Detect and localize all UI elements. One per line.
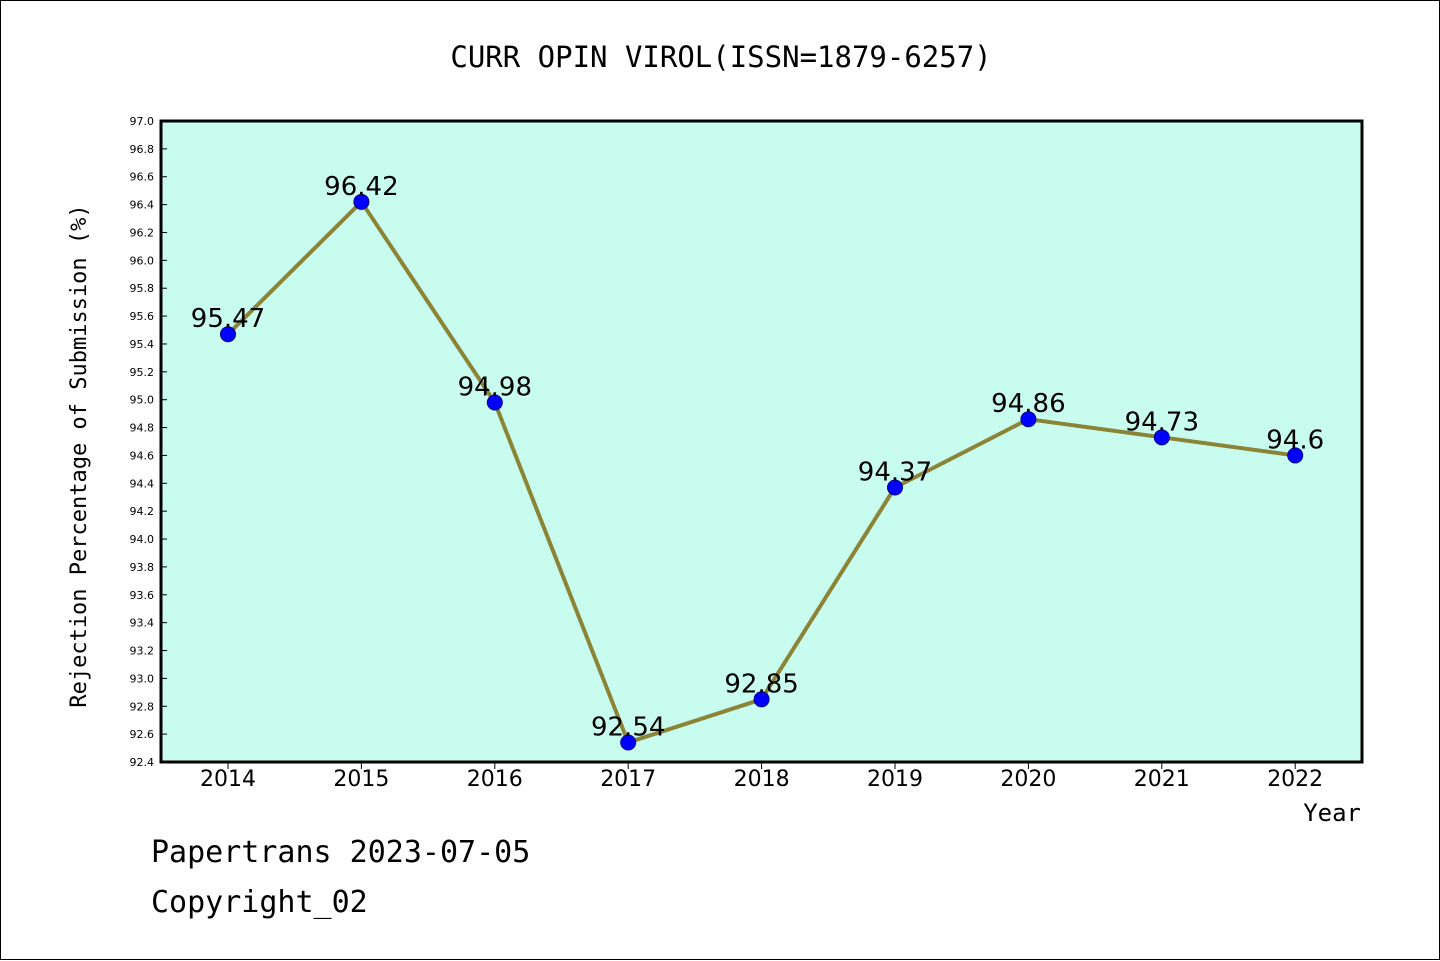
data-label: 96.42: [324, 172, 398, 202]
y-tick-label: 95.4: [130, 338, 155, 351]
x-tick-label: 2018: [734, 767, 790, 792]
x-tick-label: 2015: [333, 767, 389, 792]
y-tick-label: 95.6: [130, 310, 155, 323]
x-tick-label: 2021: [1134, 767, 1190, 792]
data-point: [220, 326, 236, 343]
y-tick-label: 94.4: [130, 477, 155, 490]
y-tick-label: 94.6: [130, 449, 155, 462]
data-label: 92.85: [724, 669, 798, 699]
y-tick-label: 96.6: [130, 171, 155, 184]
y-tick-label: 96.4: [130, 199, 155, 212]
data-label: 94.37: [858, 457, 932, 487]
data-label: 92.54: [591, 712, 665, 742]
data-label: 95.47: [191, 304, 265, 334]
data-point: [620, 734, 637, 751]
data-point: [486, 394, 503, 411]
y-tick-label: 92.6: [130, 728, 155, 741]
y-tick-label: 95.0: [130, 394, 155, 407]
data-point: [887, 479, 903, 496]
y-tick-label: 93.6: [130, 589, 155, 602]
y-tick-label: 94.8: [130, 422, 155, 435]
y-tick-label: 96.8: [130, 143, 155, 156]
x-tick-label: 2016: [467, 767, 523, 792]
y-tick-label: 92.4: [130, 756, 155, 769]
x-tick-label: 2019: [867, 767, 923, 792]
data-label: 94.6: [1266, 425, 1324, 455]
x-tick-label: 2014: [200, 767, 256, 792]
y-tick-label: 96.0: [130, 254, 155, 267]
ticks-layer: 92.4 92.6 92.8 93.0 93.2 93.4 93.6 93.8 94.0 94.2…: [130, 115, 1324, 792]
data-label: 94.98: [458, 372, 532, 402]
x-tick-label: 2020: [1000, 767, 1056, 792]
data-label: 94.73: [1125, 407, 1199, 437]
y-tick-label: 94.0: [130, 533, 155, 546]
footer-copyright: Copyright_02: [151, 885, 368, 920]
y-axis-label: Rejection Percentage of Submission (%): [67, 204, 92, 707]
y-tick-label: 95.8: [130, 282, 155, 295]
plot-border: [159, 119, 1364, 764]
data-point: [1287, 447, 1304, 464]
data-point: [353, 193, 370, 210]
data-point: [753, 691, 770, 708]
y-tick-label: 96.2: [130, 226, 155, 239]
y-tick-label: 93.8: [130, 561, 155, 574]
series-layer: 95.47 96.42 94.98 92.54 92.85 94.37 94.86 94.73…: [191, 172, 1324, 751]
chart-title: CURR OPIN VIROL(ISSN=1879-6257): [450, 40, 991, 74]
y-tick-label: 93.0: [130, 672, 155, 685]
x-tick-label: 2022: [1267, 767, 1323, 792]
y-tick-label: 92.8: [130, 700, 155, 713]
data-label: 94.86: [991, 389, 1065, 419]
x-tick-label: 2017: [600, 767, 656, 792]
x-axis-label: Year: [1303, 799, 1361, 827]
y-tick-label: 95.2: [130, 366, 155, 379]
data-point: [1020, 411, 1037, 428]
y-tick-label: 97.0: [130, 115, 155, 128]
data-point: [1153, 429, 1170, 446]
footer-source: Papertrans 2023-07-05: [151, 835, 531, 870]
y-tick-label: 93.4: [130, 617, 155, 630]
y-tick-label: 93.2: [130, 645, 155, 658]
y-tick-label: 94.2: [130, 505, 155, 518]
